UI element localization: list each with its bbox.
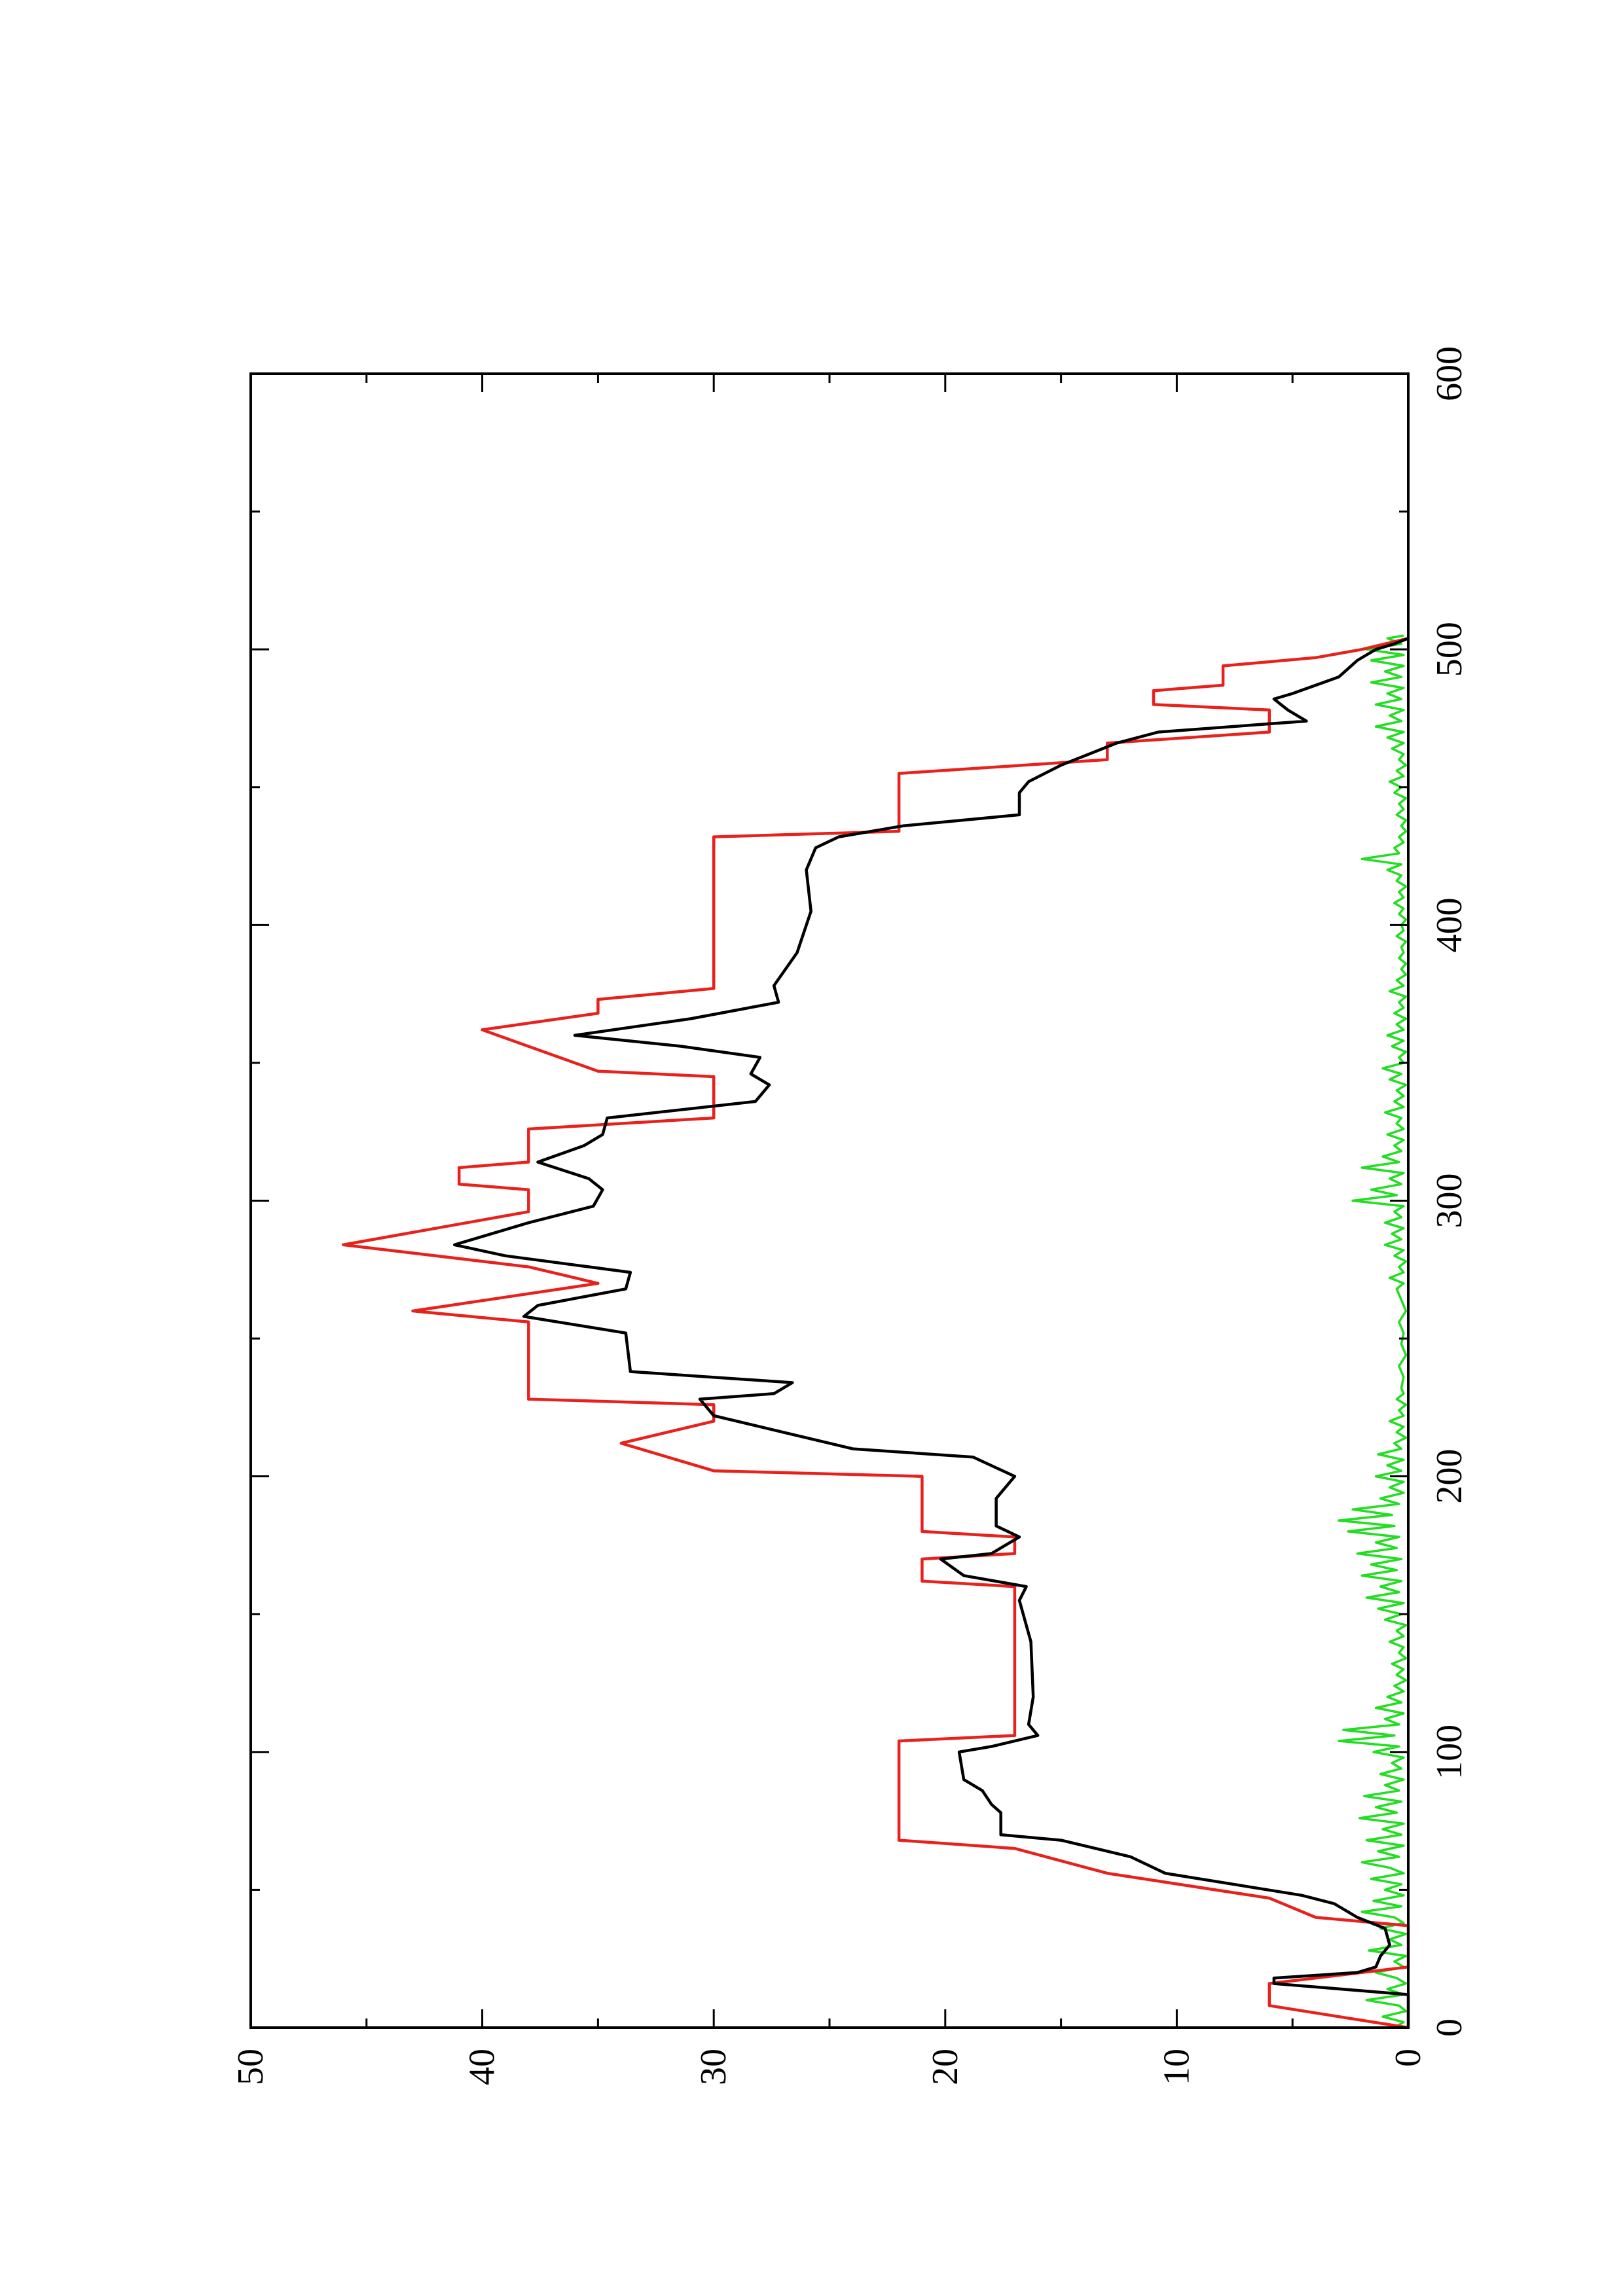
y-tick-label: 30 [693,2049,734,2085]
y-tick-label: 20 [925,2049,966,2085]
y-tick-label: 0 [1388,2049,1429,2067]
y-tick-label: 10 [1156,2049,1197,2085]
x-tick-label: 300 [1429,1174,1470,1229]
plot-frame [249,372,1410,2029]
x-tick-label: 600 [1429,346,1470,401]
tick-layer [249,372,1410,2029]
series-black-line [452,637,1410,2028]
x-tick-label: 100 [1429,1725,1470,1780]
y-tick-label: 50 [230,2049,271,2085]
series-layer [342,634,1410,2030]
y-tick-label: 40 [462,2049,503,2085]
x-tick-label: 400 [1429,897,1470,952]
series-red-line [342,637,1410,2030]
label-layer: 0 100 200 300 400 500 600 0 10 20 30 40 50 [230,346,1470,2085]
x-tick-label: 500 [1429,622,1470,677]
series-green-line [1338,634,1408,2029]
x-tick-label: 0 [1429,2018,1470,2037]
x-tick-label: 200 [1429,1449,1470,1504]
